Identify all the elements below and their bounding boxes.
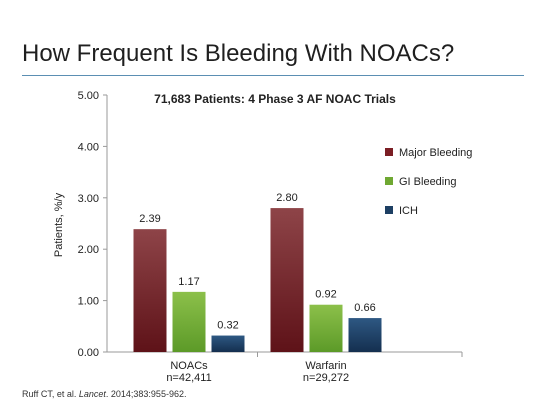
x-category-label: NOACs: [170, 360, 208, 372]
legend-label: Major Bleeding: [399, 147, 472, 159]
legend-swatch: [385, 206, 393, 214]
x-category-sublabel: n=42,411: [166, 372, 211, 384]
x-category-sublabel: n=29,272: [303, 372, 349, 384]
y-tick-label: 2.00: [78, 244, 99, 256]
bar-value-label: 0.66: [354, 302, 375, 314]
citation-details: . 2014;383:955-962.: [105, 389, 187, 399]
bar-value-label: 2.80: [276, 192, 297, 204]
y-tick-label: 1.00: [78, 296, 99, 308]
slide-title: How Frequent Is Bleeding With NOACs?: [22, 40, 455, 67]
bar-major-bleeding: [270, 208, 304, 352]
legend-label: GI Bleeding: [399, 176, 456, 188]
bar-gi-bleeding: [309, 304, 343, 352]
legend-swatch: [385, 148, 393, 156]
citation: Ruff CT, et al. Lancet. 2014;383:955-962…: [22, 389, 186, 399]
bar-major-bleeding: [133, 229, 167, 352]
bar-value-label: 0.32: [217, 320, 238, 332]
bar-value-label: 2.39: [139, 213, 160, 225]
bar-value-label: 1.17: [178, 276, 199, 288]
y-tick-label: 4.00: [78, 141, 99, 153]
citation-journal: Lancet: [78, 389, 106, 399]
y-tick-label: 5.00: [78, 90, 99, 102]
title-divider: [22, 75, 524, 76]
y-tick-label: 0.00: [78, 347, 99, 359]
legend-swatch: [385, 177, 393, 185]
y-tick-label: 3.00: [78, 193, 99, 205]
bar-ich: [211, 335, 245, 352]
chart-title: 71,683 Patients: 4 Phase 3 AF NOAC Trial…: [154, 92, 396, 106]
legend-label: ICH: [399, 205, 418, 217]
citation-authors: Ruff CT, et al.: [22, 389, 79, 399]
y-axis-label: Patients, %/y: [53, 192, 65, 257]
bar-value-label: 0.92: [315, 289, 336, 301]
x-category-label: Warfarin: [305, 360, 346, 372]
bar-ich: [348, 318, 382, 352]
bar-gi-bleeding: [172, 291, 206, 352]
